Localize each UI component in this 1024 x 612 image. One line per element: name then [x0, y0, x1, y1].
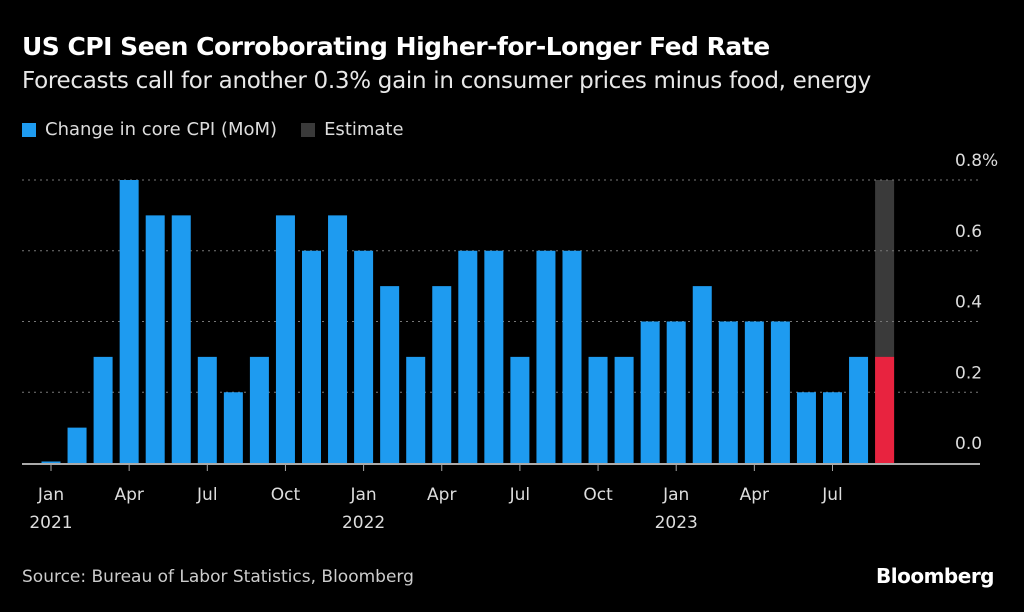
bar — [458, 250, 478, 463]
legend-label-estimate: Estimate — [324, 119, 404, 140]
bar — [380, 286, 400, 463]
bar — [223, 392, 243, 463]
y-tick-label: 0.0 — [955, 434, 982, 454]
x-tick-year: 2022 — [342, 513, 385, 533]
x-tick-month: Oct — [271, 485, 301, 505]
bar — [588, 356, 608, 463]
chart-title: US CPI Seen Corroborating Higher-for-Lon… — [22, 32, 770, 61]
bar — [770, 321, 790, 463]
bar — [171, 215, 191, 463]
bar — [692, 286, 712, 463]
bar — [249, 356, 269, 463]
source-note: Source: Bureau of Labor Statistics, Bloo… — [22, 567, 414, 587]
x-tick-month: Jul — [509, 485, 531, 505]
x-tick-month: Apr — [427, 485, 456, 505]
bar — [406, 356, 426, 463]
legend: Change in core CPI (MoM) Estimate — [22, 119, 428, 140]
bar — [119, 180, 139, 463]
bar — [41, 461, 61, 463]
bar — [796, 392, 816, 463]
bar — [67, 427, 87, 463]
x-tick-month: Apr — [114, 485, 143, 505]
x-tick-month: Apr — [740, 485, 769, 505]
bar — [640, 321, 660, 463]
legend-swatch-core-cpi — [22, 122, 36, 137]
bar — [823, 392, 842, 463]
bar — [275, 215, 295, 463]
x-tick-month: Jan — [349, 485, 376, 505]
y-tick-label: 0.8% — [955, 151, 998, 171]
legend-label-core-cpi: Change in core CPI (MoM) — [45, 119, 278, 140]
bar — [666, 321, 686, 463]
bloomberg-logo: Bloomberg — [876, 564, 994, 588]
bar — [744, 321, 764, 463]
y-tick-label: 0.6 — [955, 222, 982, 242]
bar — [328, 215, 348, 463]
estimate-bar — [875, 356, 895, 463]
y-tick-label: 0.2 — [955, 363, 982, 383]
y-tick-label: 0.4 — [955, 293, 982, 313]
x-tick-month: Jul — [821, 485, 843, 505]
bar — [510, 356, 530, 463]
bar — [197, 356, 217, 463]
x-tick-month: Jan — [662, 485, 689, 505]
x-tick-month: Jul — [196, 485, 218, 505]
x-tick-month: Oct — [583, 485, 613, 505]
bar — [302, 250, 321, 463]
bar — [536, 250, 556, 463]
chart-subtitle: Forecasts call for another 0.3% gain in … — [22, 68, 871, 94]
bar — [718, 321, 738, 463]
bar — [849, 356, 869, 463]
legend-swatch-estimate — [301, 122, 316, 137]
bar — [432, 286, 452, 463]
bar — [562, 250, 582, 463]
bar — [93, 356, 113, 463]
x-tick-year: 2021 — [29, 513, 72, 533]
bar — [484, 250, 504, 463]
x-tick-month: Jan — [37, 485, 64, 505]
bar — [354, 250, 374, 463]
x-tick-year: 2023 — [655, 513, 698, 533]
bar — [614, 356, 634, 463]
bar — [145, 215, 165, 463]
